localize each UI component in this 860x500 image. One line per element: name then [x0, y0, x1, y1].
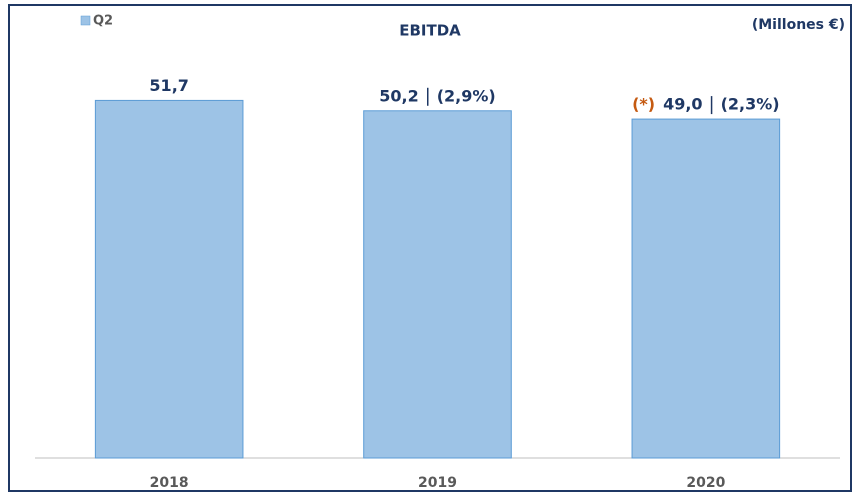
chart-title: EBITDA: [399, 22, 461, 40]
change-label: (2,9%): [437, 86, 496, 105]
bar: [631, 118, 781, 459]
bar: [363, 110, 512, 459]
note-label: (*): [632, 95, 655, 114]
bar: [94, 99, 244, 459]
x-tick-label: 2018: [150, 475, 189, 491]
value-label: 51,7: [149, 76, 188, 95]
value-label: 49,0: [663, 95, 702, 114]
legend-label: Q2: [93, 14, 113, 29]
x-tick-label: 2020: [686, 475, 725, 491]
change-label: (2,3%): [721, 95, 780, 114]
legend-swatch: [80, 15, 91, 26]
unit-label: (Millones €): [752, 17, 845, 33]
x-tick-label: 2019: [418, 475, 457, 491]
value-label: 50,2: [379, 86, 418, 105]
